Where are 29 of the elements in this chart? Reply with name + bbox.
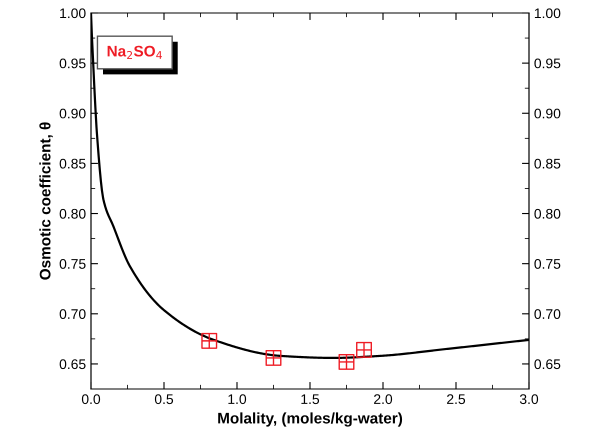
point: [201, 332, 218, 349]
y-tick-label: 0.70: [60, 309, 86, 319]
y-tick-label: 0.75: [60, 259, 86, 269]
y2-tick-label: 0.65: [534, 359, 560, 370]
y-tick-label: 0.90: [60, 108, 86, 118]
annotation: Na$_{2}$SO$_{4}$: [108, 46, 162, 59]
x-tick-label: 0.0: [82, 394, 100, 404]
y2-tick-label: 0.75: [534, 259, 560, 269]
y-tick-label: 0.85: [60, 158, 86, 169]
y-tick-label: 0.65: [60, 359, 86, 370]
x-tick-label: 1.0: [228, 394, 246, 404]
x-tick-label: 0.5: [154, 394, 174, 404]
x-tick-label: 2.5: [447, 394, 466, 404]
y-tick-label: 0.95: [60, 58, 86, 68]
y2-tick-label: 0.85: [534, 158, 560, 169]
y-tick-label: 1.00: [60, 8, 86, 18]
y2-tick-label: 0.70: [534, 309, 560, 319]
y-axis-title: Osmotic coefficient, θ: [39, 122, 53, 280]
y2-tick-label: 0.90: [534, 108, 560, 118]
y2-tick-label: 1.00: [534, 8, 560, 18]
x-tick-label: 1.5: [301, 394, 320, 404]
x-axis-title: Molality, (moles/kg-water): [218, 412, 402, 427]
x-tick-label: 2.0: [374, 394, 392, 404]
x-tick-label: 3.0: [520, 394, 538, 404]
point: [266, 350, 282, 366]
point: [338, 354, 354, 370]
y-tick-label: 0.80: [60, 208, 86, 219]
y2-tick-label: 0.95: [534, 58, 560, 68]
y2-tick-label: 0.80: [534, 208, 560, 219]
